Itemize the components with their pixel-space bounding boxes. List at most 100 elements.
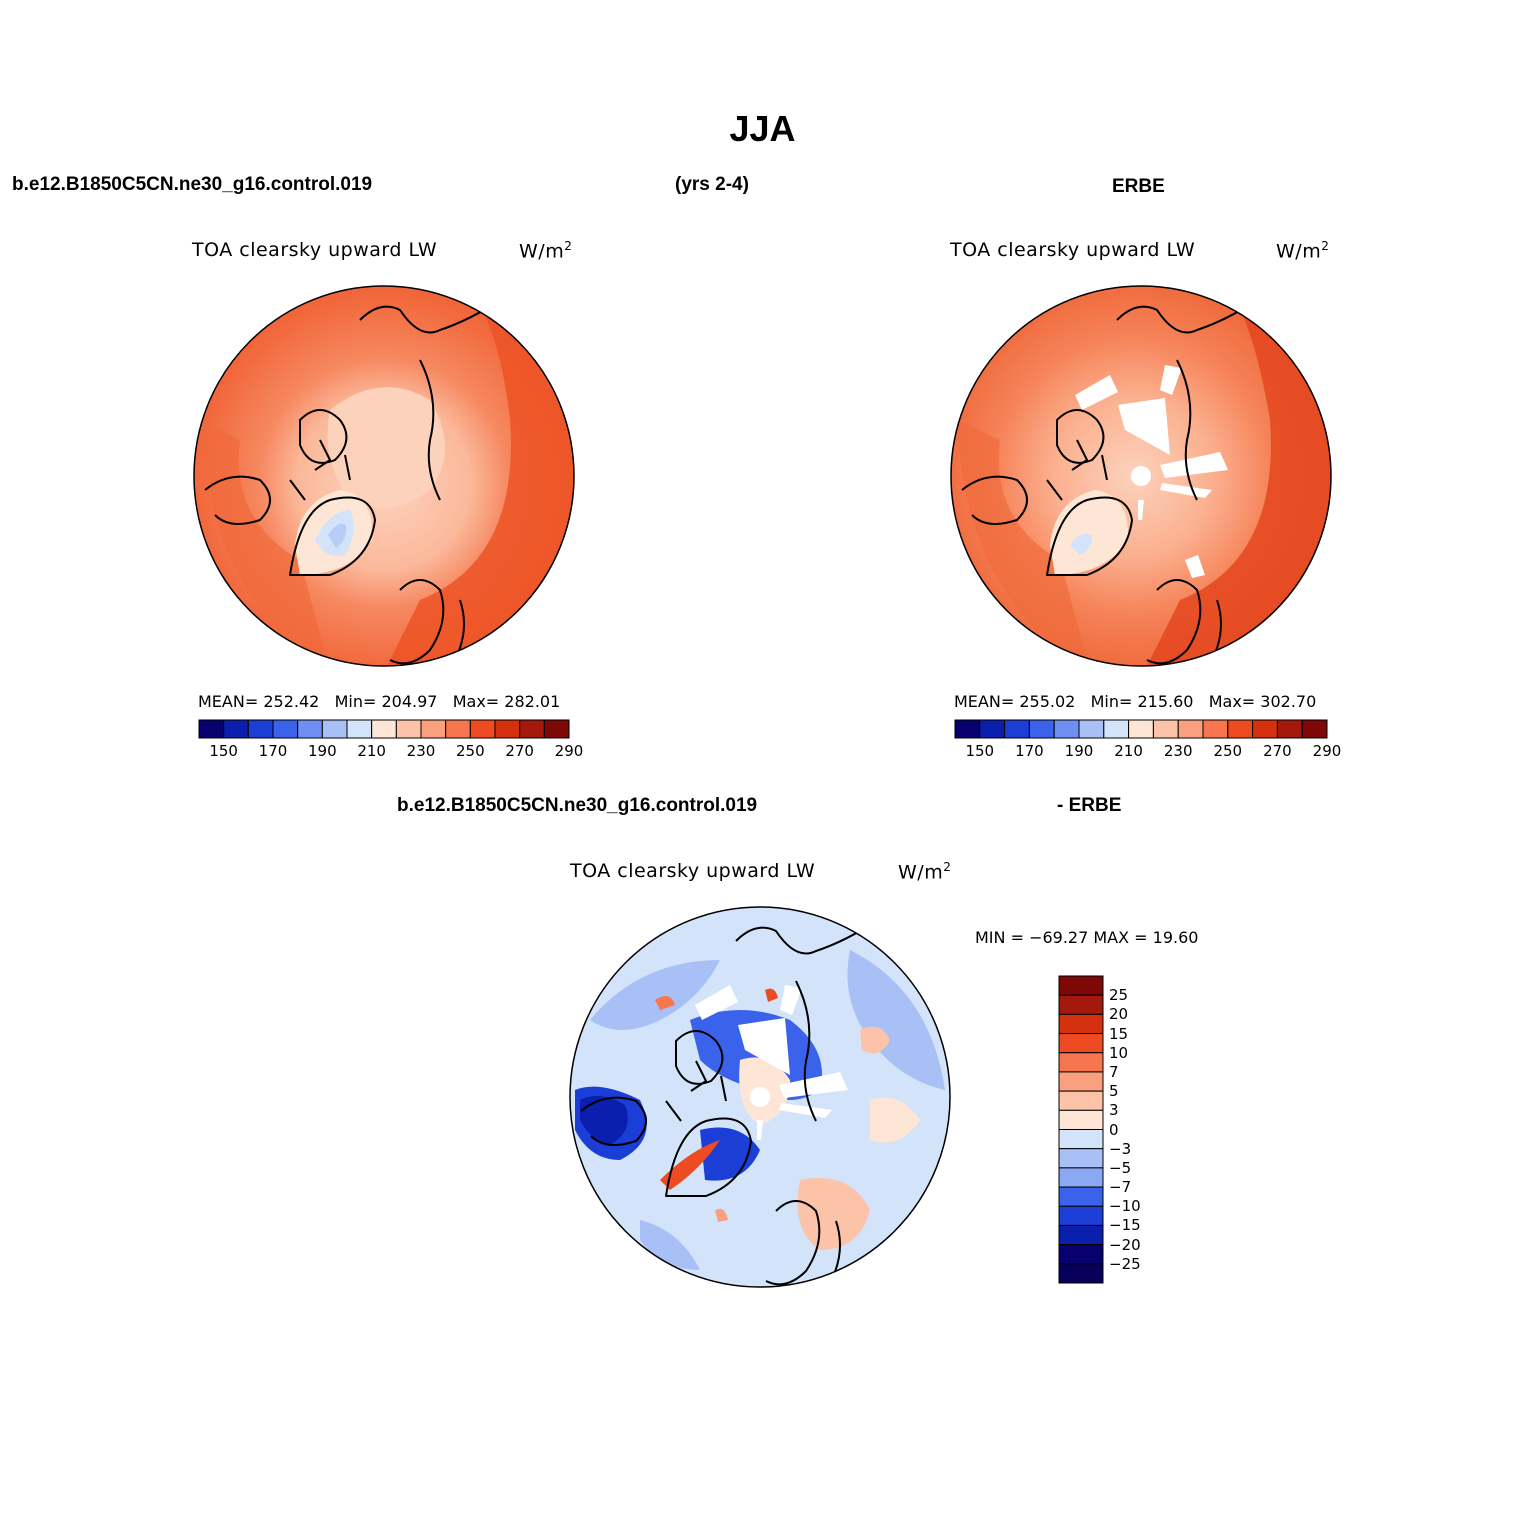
colorbar-tick-label: 190 bbox=[308, 742, 337, 760]
colorbar-swatch bbox=[1276, 719, 1303, 739]
diff-map-border bbox=[569, 906, 951, 1288]
colorbar-swatch bbox=[979, 719, 1006, 739]
colorbar-tick-label: 270 bbox=[1263, 742, 1292, 760]
model-stats: MEAN= 252.42 Min= 204.97 Max= 282.01 bbox=[198, 692, 561, 711]
colorbar-tick-label: −20 bbox=[1109, 1235, 1141, 1254]
model-map bbox=[194, 286, 574, 666]
model-panel-units: W/m2 bbox=[519, 239, 573, 263]
colorbar-swatch bbox=[1058, 1244, 1104, 1265]
diff-colorbar bbox=[1058, 975, 1104, 1284]
obs-map-border bbox=[950, 285, 1332, 667]
colorbar-tick-label: 0 bbox=[1109, 1120, 1119, 1139]
colorbar-swatch bbox=[1152, 719, 1179, 739]
diff-panel-units: W/m2 bbox=[898, 860, 952, 884]
colorbar-tick-label: 290 bbox=[554, 742, 584, 760]
obs-name-header: ERBE bbox=[1112, 176, 1165, 197]
colorbar-swatch bbox=[1058, 1052, 1104, 1073]
colorbar-swatch bbox=[1301, 719, 1328, 739]
obs-stats: MEAN= 255.02 Min= 215.60 Max= 302.70 bbox=[954, 692, 1317, 711]
colorbar-tick-label: 230 bbox=[406, 742, 436, 760]
colorbar-swatch bbox=[395, 719, 422, 739]
obs-panel-units: W/m2 bbox=[1276, 239, 1330, 263]
colorbar-tick-label: −5 bbox=[1109, 1158, 1132, 1177]
colorbar-swatch bbox=[1058, 1224, 1104, 1246]
model-panel-variable: TOA clearsky upward LW bbox=[192, 239, 438, 261]
colorbar-tick-label: −3 bbox=[1109, 1139, 1132, 1158]
colorbar-swatch bbox=[1058, 1205, 1104, 1226]
colorbar-swatch bbox=[247, 719, 274, 739]
colorbar-swatch bbox=[1058, 1090, 1104, 1111]
colorbar-swatch bbox=[1058, 1148, 1104, 1169]
colorbar-swatch bbox=[954, 719, 981, 739]
colorbar-swatch bbox=[1103, 719, 1130, 739]
colorbar-swatch bbox=[1177, 719, 1204, 739]
model-colorbar bbox=[198, 719, 570, 739]
colorbar-tick-label: 170 bbox=[258, 742, 288, 760]
colorbar-tick-label: 250 bbox=[456, 742, 485, 760]
model-map-border bbox=[193, 285, 575, 667]
obs-map bbox=[951, 286, 1331, 666]
diff-panel-variable: TOA clearsky upward LW bbox=[570, 860, 816, 882]
colorbar-tick-label: 290 bbox=[1312, 742, 1342, 760]
colorbar-tick-label: 150 bbox=[209, 742, 238, 760]
colorbar-swatch bbox=[1227, 719, 1254, 739]
colorbar-swatch bbox=[1053, 719, 1080, 739]
colorbar-tick-label: 230 bbox=[1163, 742, 1193, 760]
colorbar-tick-label: 15 bbox=[1109, 1024, 1129, 1043]
case-name-header: b.e12.B1850C5CN.ne30_g16.control.019 bbox=[12, 174, 373, 195]
colorbar-tick-label: 210 bbox=[1114, 742, 1143, 760]
colorbar-swatch bbox=[543, 719, 570, 739]
colorbar-swatch bbox=[272, 719, 299, 739]
colorbar-tick-label: 3 bbox=[1109, 1101, 1119, 1120]
diff-map bbox=[570, 907, 950, 1287]
obs-missing-data bbox=[1075, 365, 1228, 578]
years-header: (yrs 2-4) bbox=[675, 174, 749, 195]
diff-missing-data bbox=[695, 985, 848, 1140]
colorbar-tick-label: 20 bbox=[1109, 1005, 1129, 1024]
colorbar-swatch bbox=[1202, 719, 1229, 739]
diff-minmax: MIN = −69.27 MAX = 19.60 bbox=[975, 928, 1199, 947]
colorbar-swatch bbox=[494, 719, 521, 739]
colorbar-swatch bbox=[1058, 1129, 1104, 1150]
colorbar-swatch bbox=[1252, 719, 1278, 739]
colorbar-swatch bbox=[321, 719, 348, 739]
colorbar-tick-label: −25 bbox=[1109, 1254, 1141, 1273]
colorbar-swatch bbox=[1058, 1013, 1104, 1035]
colorbar-swatch bbox=[445, 719, 471, 739]
colorbar-swatch bbox=[1058, 975, 1104, 996]
colorbar-tick-label: 210 bbox=[357, 742, 386, 760]
colorbar-swatch bbox=[420, 719, 447, 739]
colorbar-tick-label: 170 bbox=[1015, 742, 1044, 760]
colorbar-tick-label: 150 bbox=[965, 742, 995, 760]
colorbar-swatch bbox=[469, 719, 496, 739]
colorbar-swatch bbox=[519, 719, 545, 739]
colorbar-swatch bbox=[223, 719, 249, 739]
diff-case-header: b.e12.B1850C5CN.ne30_g16.control.019 bbox=[397, 795, 758, 816]
colorbar-swatch bbox=[1004, 719, 1030, 739]
obs-panel-variable: TOA clearsky upward LW bbox=[950, 239, 1196, 261]
colorbar-swatch bbox=[1058, 1109, 1104, 1130]
colorbar-swatch bbox=[297, 719, 323, 739]
colorbar-swatch bbox=[1028, 719, 1055, 739]
obs-colorbar bbox=[954, 719, 1328, 739]
colorbar-tick-label: 10 bbox=[1109, 1043, 1129, 1062]
colorbar-tick-label: 25 bbox=[1109, 986, 1129, 1005]
colorbar-swatch bbox=[1058, 1186, 1104, 1207]
colorbar-tick-label: −15 bbox=[1109, 1216, 1141, 1235]
colorbar-tick-label: 250 bbox=[1213, 742, 1243, 760]
colorbar-swatch bbox=[1058, 1167, 1104, 1188]
colorbar-tick-label: 7 bbox=[1109, 1062, 1119, 1081]
colorbar-swatch bbox=[1058, 994, 1104, 1015]
colorbar-swatch bbox=[1058, 1071, 1104, 1092]
colorbar-swatch bbox=[346, 719, 373, 739]
colorbar-swatch bbox=[1058, 1263, 1104, 1284]
colorbar-swatch bbox=[198, 719, 225, 739]
diff-obs-header: - ERBE bbox=[1057, 795, 1122, 816]
colorbar-tick-label: −10 bbox=[1109, 1197, 1141, 1216]
colorbar-tick-label: 5 bbox=[1109, 1082, 1119, 1101]
colorbar-tick-label: −7 bbox=[1109, 1178, 1132, 1197]
colorbar-swatch bbox=[1078, 719, 1105, 739]
colorbar-tick-label: 270 bbox=[505, 742, 534, 760]
colorbar-swatch bbox=[371, 719, 397, 739]
